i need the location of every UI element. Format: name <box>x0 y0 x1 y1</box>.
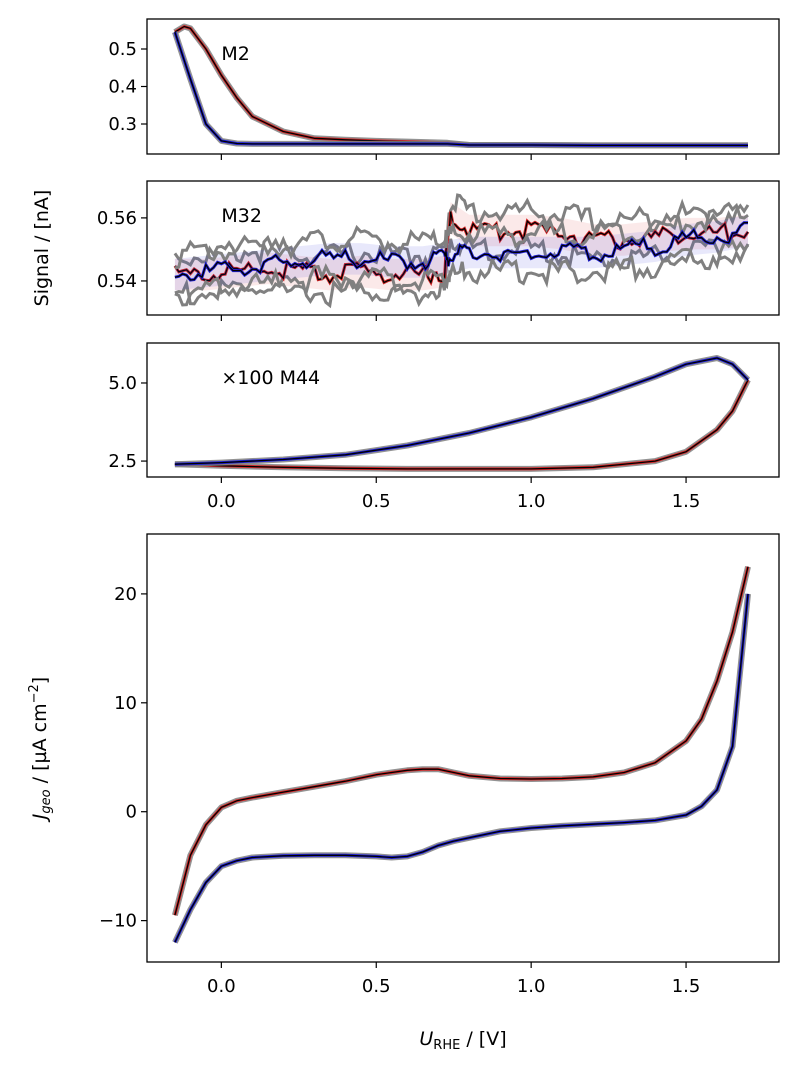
y-tick-label: 0.5 <box>108 39 137 60</box>
y-tick-label: 5.0 <box>108 373 137 394</box>
series-line <box>174 379 750 471</box>
series-line <box>173 566 750 916</box>
shared-y-axis-label: Signal / [nA] <box>31 190 53 307</box>
series-line <box>174 25 748 147</box>
plot-area <box>174 355 751 472</box>
x-tick-label: 0.5 <box>362 976 391 997</box>
y-tick-label: 0.56 <box>97 208 137 229</box>
x-label-unit: / [V] <box>460 1028 506 1050</box>
x-tick-label: 0.0 <box>207 976 236 997</box>
axes-frame <box>146 342 780 478</box>
y-axis-label: Jgeo / [µA cm−2] <box>27 677 54 823</box>
series-line <box>173 593 750 944</box>
y-tick-label: 10 <box>114 693 137 714</box>
y-tick-label: 20 <box>114 584 137 605</box>
replicate-line <box>174 201 749 270</box>
x-tick-label: 1.5 <box>672 491 701 512</box>
replicate-line <box>171 566 751 916</box>
x-tick-label: 1.0 <box>517 976 546 997</box>
y-tick-label: 0.3 <box>108 114 137 135</box>
mean-line <box>174 593 749 943</box>
y-tick-label: −10 <box>99 911 137 932</box>
panel-annotation: ×100 M44 <box>221 367 320 389</box>
panel-2: 0.54 0.56 M32 <box>97 180 780 321</box>
x-tick-label: 1.5 <box>672 976 701 997</box>
plot-area <box>171 566 751 944</box>
mean-line <box>174 357 749 465</box>
axes-frame <box>146 18 780 155</box>
panel-3: 2.5 5.0 0.0 0.5 1.0 1.5 ×100 M44 <box>108 342 780 512</box>
y-label-symbol: J <box>29 813 51 823</box>
mean-line <box>174 566 749 916</box>
axes-frame <box>146 533 780 963</box>
x-tick-label: 0.0 <box>207 491 236 512</box>
panel-1: 0.3 0.4 0.5 M2 <box>108 18 780 160</box>
replicate-line <box>174 378 751 472</box>
y-tick-label: 0.54 <box>97 271 137 292</box>
replicate-line <box>173 193 750 272</box>
plot-area <box>173 193 750 309</box>
replicate-line <box>174 238 750 307</box>
replicate-line <box>173 23 748 149</box>
panel-4: −10 0 10 20 0.0 0.5 1.0 1.5 <box>99 533 780 997</box>
y-label-subscript: geo <box>39 789 54 813</box>
x-label-subscript: RHE <box>433 1038 460 1053</box>
series-line <box>173 31 748 147</box>
confidence-band <box>174 214 748 291</box>
axes-frame <box>146 180 780 316</box>
mean-line <box>174 221 749 281</box>
y-label-unit: / [µA cm <box>29 703 51 789</box>
y-tick-label: 2.5 <box>108 451 137 472</box>
y-label-superscript: −2 <box>27 684 42 703</box>
replicate-line <box>172 593 751 944</box>
x-tick-label: 0.5 <box>362 491 391 512</box>
mean-line <box>174 379 749 470</box>
y-tick-label: 0.4 <box>108 77 137 98</box>
mean-line <box>174 25 748 147</box>
replicate-line <box>172 31 748 149</box>
panel-annotation: M32 <box>221 205 262 227</box>
plot-area <box>172 23 748 149</box>
x-axis-label: URHE / [V] <box>419 1028 506 1053</box>
x-label-symbol: U <box>419 1028 433 1050</box>
x-tick-label: 1.0 <box>517 491 546 512</box>
mean-line <box>174 31 748 147</box>
y-tick-label: 0 <box>126 802 137 823</box>
y-label-bracket: ] <box>29 677 51 684</box>
panel-annotation: M2 <box>221 43 249 65</box>
